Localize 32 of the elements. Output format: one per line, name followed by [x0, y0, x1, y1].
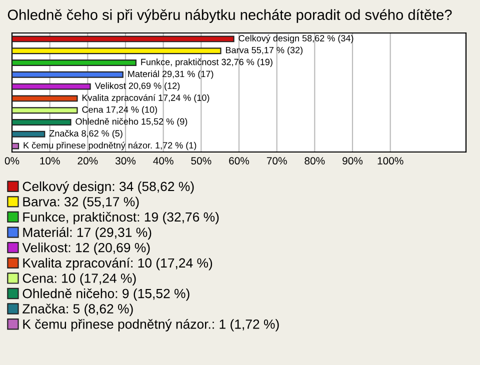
legend-label: K čemu přinese podnětný názor.: 1 (1,72 %): [23, 318, 279, 332]
legend-label: Funkce, praktičnost: 19 (32,76 %): [23, 212, 219, 224]
x-tick-label: 100%: [378, 157, 404, 165]
legend-label: Značka: 5 (8,62 %): [22, 304, 133, 316]
data-label: Kvalita zpracování 17,24 % (10): [82, 94, 210, 103]
data-label: K čemu přinese podnětný názor. 1,72 % (1): [24, 142, 196, 150]
data-label: Cena 17,24 % (10): [82, 106, 157, 115]
x-tick-label: 20%: [78, 157, 98, 165]
x-tick-label: 90%: [342, 157, 363, 165]
legend-label: Cena: 10 (17,24 %): [22, 273, 136, 286]
x-tick-label: 70%: [266, 157, 287, 165]
x-tick-label: 60%: [229, 157, 250, 165]
x-tick-label: 0%: [4, 157, 20, 165]
legend-label: Kvalita zpracování: 10 (17,24 %): [23, 258, 212, 270]
x-tick-label: 80%: [304, 157, 325, 165]
data-label: Ohledně ničeho 15,52 % (9): [76, 118, 188, 126]
x-tick-label: 10%: [40, 157, 60, 165]
data-label: Celkový design 58,62 % (34): [238, 34, 354, 44]
x-tick-label: 30%: [115, 157, 136, 165]
data-label: Velikost 20,69 % (12): [94, 82, 180, 91]
data-label: Barva 55,17 % (32): [226, 46, 302, 56]
data-label: Funkce, praktičnost 32,76 % (19): [141, 58, 272, 67]
legend-label: Barva: 32 (55,17 %): [23, 196, 139, 209]
legend-label: Materiál: 17 (29,31 %): [23, 227, 152, 240]
chart-title: Ohledně čeho si při výběru nábytku necháte poradit od svého dítěte?: [8, 9, 452, 23]
x-tick-label: 50%: [191, 157, 212, 165]
legend-label: Ohledně ničeho: 9 (15,52 %): [22, 288, 190, 301]
legend-label: Celkový design: 34 (58,62 %): [22, 181, 194, 194]
x-tick-label: 40%: [153, 157, 174, 165]
data-label: Materiál 29,31 % (17): [128, 70, 214, 79]
data-label: Značka 8,62 % (5): [49, 130, 122, 138]
legend-label: Velikost: 12 (20,69 %): [22, 242, 150, 255]
